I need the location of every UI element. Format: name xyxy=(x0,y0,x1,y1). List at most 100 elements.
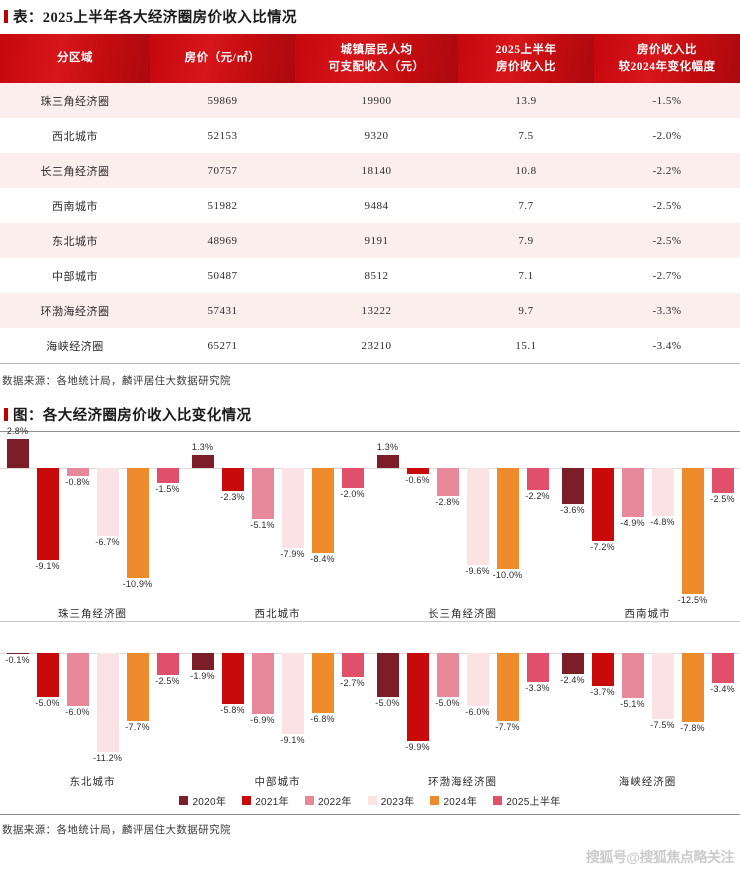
bar[interactable] xyxy=(36,653,59,698)
bar[interactable] xyxy=(191,653,214,670)
bar[interactable] xyxy=(66,653,89,707)
bar[interactable] xyxy=(561,467,584,505)
bar-value-label: -4.9% xyxy=(620,518,645,529)
bar-slot-2023年: -6.0% xyxy=(465,622,490,772)
bar[interactable] xyxy=(466,467,489,565)
bar[interactable] xyxy=(526,467,549,490)
bar-value-label: -0.6% xyxy=(405,474,430,485)
cell-change: -3.4% xyxy=(594,328,740,365)
bar-slot-2022年: -5.0% xyxy=(435,622,460,772)
legend-item-2021年[interactable]: 2021年 xyxy=(242,793,289,808)
bar[interactable] xyxy=(711,467,734,494)
cell-change: -2.0% xyxy=(594,118,740,154)
bar[interactable] xyxy=(221,653,244,705)
bar[interactable] xyxy=(126,653,149,722)
bar-value-label: -7.7% xyxy=(495,722,520,733)
legend-swatch-icon xyxy=(304,796,314,806)
bar[interactable] xyxy=(156,467,179,483)
bar[interactable] xyxy=(436,653,459,698)
cell-ratio: 10.8 xyxy=(458,153,594,189)
cell-change: -2.7% xyxy=(594,258,740,294)
bar[interactable] xyxy=(376,454,399,468)
bar-group: 1.3% -2.3% -5.1% -7.9% -8.4% -2.0% xyxy=(185,432,370,604)
bar[interactable] xyxy=(406,653,429,741)
bar[interactable] xyxy=(156,653,179,676)
chart-panel-珠三角经济圈: 2.8% -9.1% -0.8% -6.7% -10.9% -1.5% 珠三角经济圈 xyxy=(0,426,185,621)
bar[interactable] xyxy=(651,467,674,517)
bar[interactable] xyxy=(311,467,334,553)
bar[interactable] xyxy=(711,653,734,684)
bar[interactable] xyxy=(126,467,149,579)
bar-value-label: -1.5% xyxy=(155,483,180,494)
bar[interactable] xyxy=(436,467,459,497)
bar[interactable] xyxy=(651,653,674,720)
bar[interactable] xyxy=(591,467,614,541)
bar-slot-2020年: -3.6% xyxy=(560,432,585,604)
chart-panel-长三角经济圈: 1.3% -0.6% -2.8% -9.6% -10.0% -2.2% 长三角经济圈 xyxy=(370,432,555,621)
bar-value-label: -5.1% xyxy=(250,520,275,531)
bar[interactable] xyxy=(281,467,304,548)
bar[interactable] xyxy=(621,653,644,699)
bar[interactable] xyxy=(621,467,644,518)
bar-slot-2025上半年: -2.5% xyxy=(710,432,735,604)
bar[interactable] xyxy=(281,653,304,734)
cell-change: -1.5% xyxy=(594,83,740,119)
legend-item-2022年[interactable]: 2022年 xyxy=(304,793,352,808)
bar-value-label: -9.9% xyxy=(405,741,430,752)
bar[interactable] xyxy=(591,653,614,686)
bar[interactable] xyxy=(96,653,119,753)
bar[interactable] xyxy=(251,467,274,520)
cell-ratio: 7.7 xyxy=(458,188,594,224)
cell-price: 57431 xyxy=(150,293,295,329)
bar-value-label: -2.5% xyxy=(155,676,180,687)
bar[interactable] xyxy=(681,653,704,723)
bar[interactable] xyxy=(681,467,704,595)
bar[interactable] xyxy=(36,467,59,560)
legend-label: 2020年 xyxy=(192,797,227,809)
bar[interactable] xyxy=(6,653,29,655)
bar[interactable] xyxy=(191,454,214,468)
bar[interactable] xyxy=(466,653,489,707)
bar-value-label: -7.8% xyxy=(680,723,705,734)
legend-item-2020年[interactable]: 2020年 xyxy=(179,793,226,808)
bar[interactable] xyxy=(221,467,244,492)
bar-slot-2020年: -1.9% xyxy=(190,622,215,772)
bar-value-label: -7.2% xyxy=(590,541,615,552)
header-line: 城镇居民人均 xyxy=(340,44,413,56)
panel-plot: -0.1% -5.0% -6.0% -11.2% -7.7% -2.5% xyxy=(0,622,185,772)
bar[interactable] xyxy=(96,467,119,536)
bar-slot-2025上半年: -1.5% xyxy=(155,432,180,604)
legend-label: 2024年 xyxy=(443,797,478,809)
bar[interactable] xyxy=(251,653,274,715)
panel-caption-东北城市: 东北城市 xyxy=(69,777,116,789)
legend-item-2023年[interactable]: 2023年 xyxy=(367,793,415,808)
zero-axis-line xyxy=(555,467,740,469)
bar[interactable] xyxy=(6,439,29,468)
bar-group: -3.6% -7.2% -4.9% -4.8% -12.5% -2.5% xyxy=(555,432,740,605)
bar[interactable] xyxy=(561,653,584,675)
table-header-cell-1: 房价（元/㎡） xyxy=(150,34,295,84)
bar-value-label: -2.8% xyxy=(435,497,460,508)
bar[interactable] xyxy=(341,653,364,678)
table-row: 中部城市 50487 8512 7.1 -2.7% xyxy=(0,258,740,294)
bar[interactable] xyxy=(66,467,89,476)
panel-plot: 2.8% -9.1% -0.8% -6.7% -10.9% -1.5% xyxy=(0,426,185,604)
table-row: 西北城市 52153 9320 7.5 -2.0% xyxy=(0,118,740,154)
chart-title-accent-bar xyxy=(4,408,8,422)
bar-value-label: -6.0% xyxy=(465,707,490,718)
bar[interactable] xyxy=(406,467,429,474)
bar-value-label: -3.3% xyxy=(525,683,550,694)
header-line: 房价收入比 xyxy=(496,60,556,73)
bar[interactable] xyxy=(376,653,399,698)
table-title: 表：2025上半年各大经济圈房价收入比情况 xyxy=(0,0,740,34)
cell-region: 中部城市 xyxy=(0,258,150,294)
bar-slot-2020年: -5.0% xyxy=(375,622,400,772)
table-row: 西南城市 51982 9484 7.7 -2.5% xyxy=(0,188,740,224)
legend-item-2025上半年[interactable]: 2025上半年 xyxy=(493,793,560,808)
bar[interactable] xyxy=(496,467,519,569)
bar[interactable] xyxy=(496,653,519,722)
legend-item-2024年[interactable]: 2024年 xyxy=(430,793,477,808)
bar[interactable] xyxy=(526,653,549,683)
bar[interactable] xyxy=(311,653,334,714)
bar[interactable] xyxy=(341,467,364,488)
